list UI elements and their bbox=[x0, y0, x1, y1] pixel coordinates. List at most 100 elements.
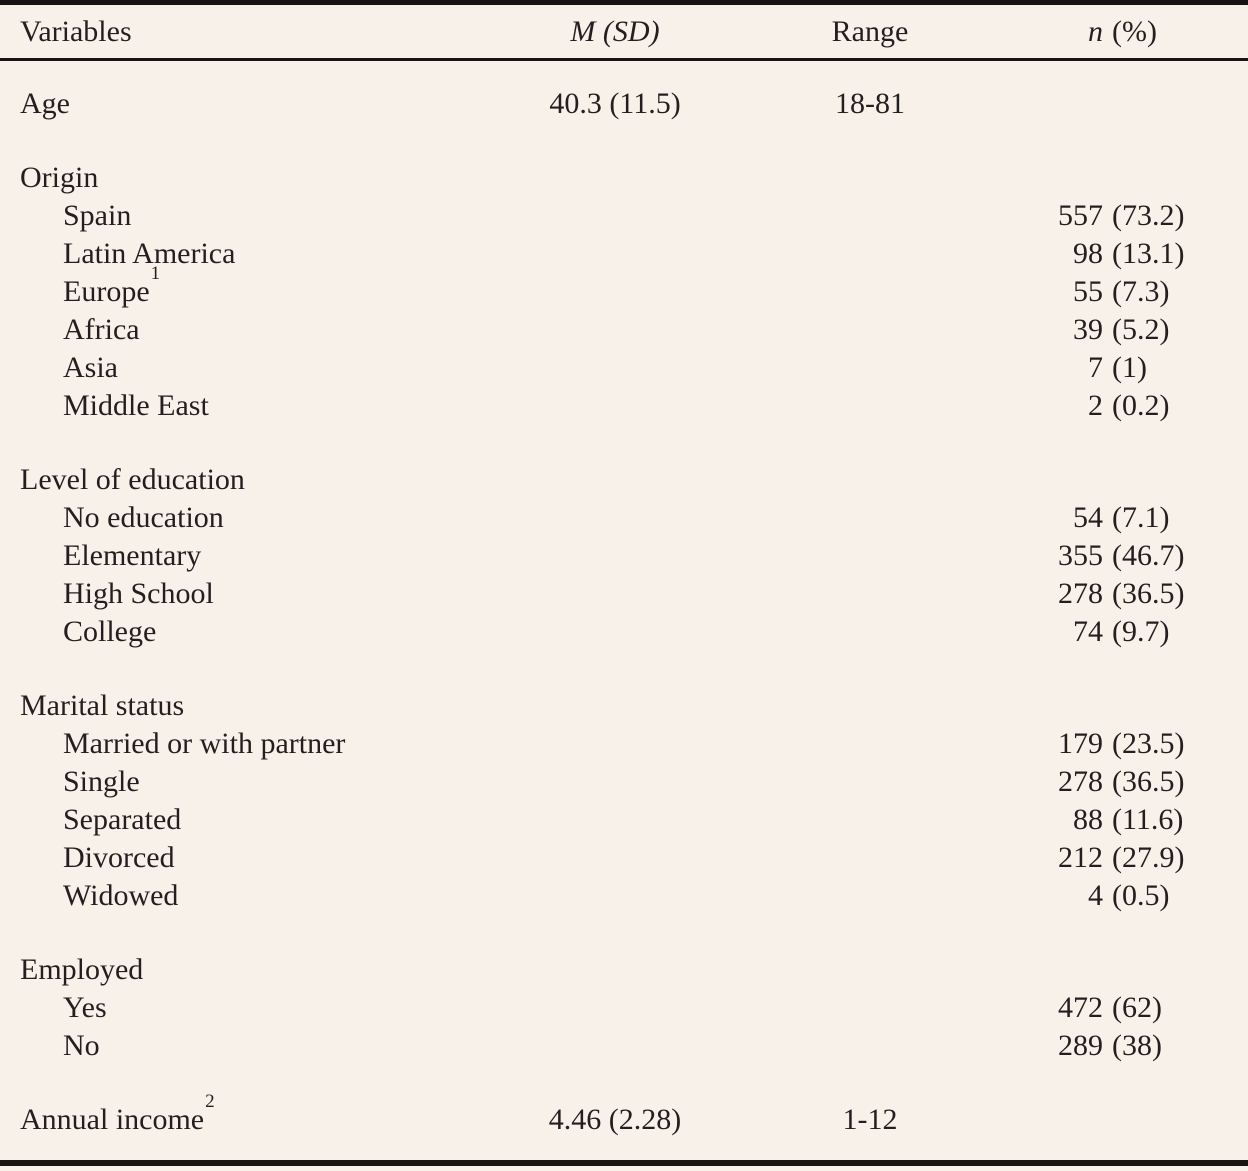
variable-label: Single bbox=[63, 765, 140, 798]
n-value-cell: 289 (38) bbox=[1000, 1027, 1248, 1065]
pct-header-label: (%) bbox=[1112, 15, 1157, 48]
msd-value-cell bbox=[490, 915, 740, 989]
table-row: Middle East 2 (0.2) bbox=[0, 387, 1248, 425]
footnote-marker: 2 bbox=[205, 1091, 215, 1112]
variable-label: Latin America bbox=[63, 237, 236, 270]
range-value-cell bbox=[740, 123, 1000, 197]
n-count-value: 54 bbox=[1073, 501, 1103, 534]
variable-label: Widowed bbox=[63, 879, 179, 912]
n-value-cell: 88 (11.6) bbox=[1000, 801, 1248, 839]
table-row: Marital status bbox=[0, 651, 1248, 725]
msd-value-cell bbox=[490, 613, 740, 651]
n-value-cell: 39 (5.2) bbox=[1000, 311, 1248, 349]
msd-value-cell bbox=[490, 197, 740, 235]
variable-label: Spain bbox=[63, 199, 132, 232]
msd-value-cell bbox=[490, 311, 740, 349]
n-count-value: 212 bbox=[1058, 841, 1103, 874]
variable-label-cell: Europe1 bbox=[0, 264, 490, 311]
n-percent-value: (62) bbox=[1112, 991, 1162, 1024]
range-value-cell bbox=[740, 425, 1000, 499]
variable-label: Married or with partner bbox=[63, 727, 346, 760]
n-percent-value: (0.5) bbox=[1112, 879, 1170, 912]
msd-value-cell bbox=[490, 273, 740, 311]
n-percent-value: (36.5) bbox=[1112, 577, 1185, 610]
msd-value-cell: 4.46 (2.28) bbox=[490, 1065, 740, 1163]
range-value-cell bbox=[740, 273, 1000, 311]
table-row: Single 278 (36.5) bbox=[0, 763, 1248, 801]
range-value-cell bbox=[740, 235, 1000, 273]
n-value-cell: 212 (27.9) bbox=[1000, 839, 1248, 877]
variable-label: College bbox=[63, 615, 157, 648]
table-row: Married or with partner 179 (23.5) bbox=[0, 725, 1248, 763]
table-row: Asia 7 (1) bbox=[0, 349, 1248, 387]
n-count-value: 98 bbox=[1073, 237, 1103, 270]
variable-label-cell: Widowed bbox=[0, 877, 490, 915]
variable-label: Annual income bbox=[20, 1103, 205, 1136]
footnote-marker: 1 bbox=[150, 263, 161, 284]
variable-label-cell: Married or with partner bbox=[0, 725, 490, 763]
table-row: Origin bbox=[0, 123, 1248, 197]
variable-label-cell: Spain bbox=[0, 197, 490, 235]
n-value-cell: 54 (7.1) bbox=[1000, 499, 1248, 537]
range-value-cell bbox=[740, 877, 1000, 915]
variable-label: No bbox=[63, 1029, 100, 1062]
msd-value-cell bbox=[490, 575, 740, 613]
n-value-cell bbox=[1000, 915, 1248, 989]
variable-label: Africa bbox=[63, 313, 140, 346]
table-row: Widowed 4 (0.5) bbox=[0, 877, 1248, 915]
msd-value-cell bbox=[490, 877, 740, 915]
n-count-value: 557 bbox=[1058, 199, 1103, 232]
range-value-cell bbox=[740, 915, 1000, 989]
variable-label: Age bbox=[20, 87, 70, 120]
column-header-range: Range bbox=[740, 2, 1000, 61]
variable-label: Europe bbox=[63, 275, 150, 308]
msd-value: 40.3 (11.5) bbox=[549, 87, 681, 120]
variable-label-cell: High School bbox=[0, 575, 490, 613]
msd-value-cell bbox=[490, 763, 740, 801]
variable-label-cell: Employed bbox=[0, 915, 490, 989]
msd-value-cell bbox=[490, 123, 740, 197]
n-count-value: 278 bbox=[1058, 577, 1103, 610]
range-value-cell bbox=[740, 763, 1000, 801]
range-value-cell bbox=[740, 349, 1000, 387]
n-percent-value: (0.2) bbox=[1112, 389, 1170, 422]
n-value-cell: 98 (13.1) bbox=[1000, 235, 1248, 273]
n-value-cell: 55 (7.3) bbox=[1000, 273, 1248, 311]
variable-label-cell: Age bbox=[0, 60, 490, 124]
table-row: Employed bbox=[0, 915, 1248, 989]
variable-label-cell: Marital status bbox=[0, 651, 490, 725]
n-count-value: 55 bbox=[1073, 275, 1103, 308]
n-value-cell bbox=[1000, 123, 1248, 197]
n-count-value: 289 bbox=[1058, 1029, 1103, 1062]
n-count-value: 4 bbox=[1088, 879, 1103, 912]
range-value-cell bbox=[740, 613, 1000, 651]
n-value-cell: 355 (46.7) bbox=[1000, 537, 1248, 575]
n-count-value: 278 bbox=[1058, 765, 1103, 798]
variable-label-cell: College bbox=[0, 613, 490, 651]
range-value-cell: 18-81 bbox=[740, 60, 1000, 124]
n-value-cell bbox=[1000, 1065, 1248, 1163]
table-row: Level of education bbox=[0, 425, 1248, 499]
n-value-cell: 557 (73.2) bbox=[1000, 197, 1248, 235]
n-percent-value: (7.3) bbox=[1112, 275, 1170, 308]
n-header-label: n bbox=[1088, 15, 1103, 48]
variable-label-cell: Middle East bbox=[0, 387, 490, 425]
table-row: Annual income2 4.46 (2.28) 1-12 bbox=[0, 1065, 1248, 1163]
table-row: Africa 39 (5.2) bbox=[0, 311, 1248, 349]
table-row: No education 54 (7.1) bbox=[0, 499, 1248, 537]
n-value-cell: 278 (36.5) bbox=[1000, 575, 1248, 613]
range-value: 1-12 bbox=[842, 1103, 898, 1136]
table-row: No 289 (38) bbox=[0, 1027, 1248, 1065]
variable-label-cell: Separated bbox=[0, 801, 490, 839]
n-percent-value: (46.7) bbox=[1112, 539, 1185, 572]
table-body: Age 40.3 (11.5) 18-81 Origin Spain 557 (7… bbox=[0, 60, 1248, 1164]
table-row: Yes 472 (62) bbox=[0, 989, 1248, 1027]
msd-value-cell bbox=[490, 387, 740, 425]
variables-header-label: Variables bbox=[20, 15, 132, 48]
range-value-cell: 1-12 bbox=[740, 1065, 1000, 1163]
msd-value-cell bbox=[490, 349, 740, 387]
variable-label: High School bbox=[63, 577, 214, 610]
range-value-cell bbox=[740, 197, 1000, 235]
msd-value-cell: 40.3 (11.5) bbox=[490, 60, 740, 124]
variable-label: Middle East bbox=[63, 389, 209, 422]
